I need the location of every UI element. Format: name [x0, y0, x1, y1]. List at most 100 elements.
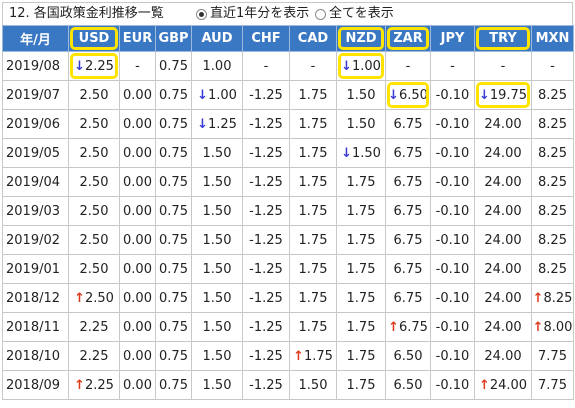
- rate-value: 1.75: [298, 116, 328, 132]
- rate-value: -0.10: [435, 377, 470, 393]
- rate-value: 6.75: [393, 116, 423, 132]
- rate-value: 0.00: [123, 261, 152, 277]
- rate-cell-gbp: 0.75: [155, 283, 192, 313]
- rate-value: 1.75: [298, 261, 328, 277]
- rate-cell-cad: ↑1.75: [289, 341, 337, 371]
- rate-value: 2.25: [79, 319, 109, 335]
- rate-value: -0.10: [435, 232, 470, 248]
- rate-value: 0.75: [159, 348, 188, 364]
- rate-value: 19.75: [489, 87, 528, 103]
- rate-cell-jpy: -0.10: [430, 312, 475, 342]
- rate-cell-cad: 1.75: [289, 196, 337, 226]
- rate-cell-chf: -1.25: [242, 341, 290, 371]
- arrow-down-icon: ↓: [388, 87, 399, 103]
- rate-cell-zar: ↓6.50: [385, 80, 431, 110]
- rate-cell-usd: 2.25: [68, 312, 120, 342]
- radio-recent-year-label[interactable]: 直近1年分を表示: [210, 6, 310, 21]
- radio-recent-year-icon[interactable]: [196, 8, 207, 20]
- rate-value: 6.75: [393, 174, 423, 190]
- rate-value: 1.50: [346, 87, 376, 103]
- rate-value: 0.00: [123, 174, 152, 190]
- row-date: 2019/08: [2, 51, 69, 81]
- rate-cell-cad: 1.50: [289, 370, 337, 400]
- rate-value: 6.75: [398, 319, 428, 335]
- rate-value: 6.50: [393, 348, 423, 364]
- rate-value: 1.75: [303, 348, 333, 364]
- rate-value: 0.75: [159, 232, 188, 248]
- rate-value: -0.10: [435, 261, 470, 277]
- rate-cell-eur: 0.00: [119, 138, 156, 168]
- radio-recent-year[interactable]: 直近1年分を表示: [196, 3, 309, 25]
- rate-cell-nzd: 1.75: [336, 283, 386, 313]
- rate-cell-usd: 2.50: [68, 80, 120, 110]
- rate-cell-aud: 1.50: [191, 341, 243, 371]
- rate-cell-gbp: 0.75: [155, 51, 192, 81]
- rate-value: 2.50: [79, 203, 109, 219]
- rate-value: 8.25: [543, 290, 573, 306]
- table-row: 2019/01 2.50 0.00 0.75 1.50 -1.25 1.75 1.75 6.75…: [2, 254, 574, 284]
- rate-cell-nzd: 1.75: [336, 254, 386, 284]
- rate-value: 6.50: [393, 377, 423, 393]
- column-header-gbp: GBP: [155, 25, 192, 52]
- rate-value: -1.25: [249, 145, 283, 161]
- rate-cell-mxn: 8.25: [531, 80, 574, 110]
- rate-value: 1.50: [346, 116, 376, 132]
- table-row: 2019/02 2.50 0.00 0.75 1.50 -1.25 1.75 1.75 6.75…: [2, 225, 574, 255]
- rate-cell-jpy: -0.10: [430, 138, 475, 168]
- rate-cell-usd: ↑2.25: [68, 370, 120, 400]
- rate-value: 2.50: [79, 116, 109, 132]
- rate-cell-gbp: 0.75: [155, 254, 192, 284]
- rate-value: 6.75: [393, 145, 423, 161]
- radio-show-all-icon[interactable]: [315, 8, 326, 20]
- rate-cell-try: 24.00: [474, 109, 532, 139]
- rate-cell-zar: 6.50: [385, 341, 431, 371]
- rate-value: 2.50: [79, 261, 109, 277]
- rate-value: 2.50: [79, 145, 109, 161]
- rate-cell-nzd: ↓1.00: [336, 51, 386, 81]
- rate-cell-chf: -1.25: [242, 225, 290, 255]
- rate-value: -: [550, 58, 555, 74]
- arrow-down-icon: ↓: [478, 87, 490, 103]
- radio-show-all-label[interactable]: 全てを表示: [329, 6, 394, 21]
- column-header-nzd: NZD: [336, 25, 386, 52]
- rate-cell-try: 24.00: [474, 225, 532, 255]
- column-header-try: TRY: [474, 25, 532, 52]
- rate-cell-zar: 6.50: [385, 370, 431, 400]
- rate-cell-chf: -1.25: [242, 283, 290, 313]
- rate-value: 1.75: [346, 319, 376, 335]
- column-header-usd: USD: [68, 25, 120, 52]
- rate-cell-jpy: -0.10: [430, 225, 475, 255]
- rate-value: 0.75: [159, 290, 188, 306]
- table-row: 2018/11 2.25 0.00 0.75 1.50 -1.25 1.75 1.75 ↑6.7…: [2, 312, 574, 342]
- rate-cell-zar: -: [385, 51, 431, 81]
- rate-value: -1.25: [249, 319, 283, 335]
- panel-header: 12. 各国政策金利推移一覧 直近1年分を表示 全てを表示: [2, 2, 573, 25]
- rate-cell-cad: 1.75: [289, 254, 337, 284]
- rate-value: 1.50: [202, 348, 232, 364]
- rate-value: -1.25: [249, 232, 283, 248]
- rate-cell-aud: 1.00: [191, 51, 243, 81]
- table-body: 2019/08 ↓2.25-0.75 1.00- - ↓1.00- - - -2019/07 2…: [2, 51, 574, 400]
- rate-value: 1.75: [346, 377, 376, 393]
- radio-show-all[interactable]: 全てを表示: [315, 3, 394, 25]
- column-header-cad: CAD: [289, 25, 337, 52]
- rate-cell-gbp: 0.75: [155, 312, 192, 342]
- rate-cell-try: 24.00: [474, 196, 532, 226]
- rate-cell-mxn: 8.25: [531, 225, 574, 255]
- row-date: 2019/04: [2, 167, 69, 197]
- rate-value: 1.75: [298, 145, 328, 161]
- rate-value: 0.75: [159, 58, 188, 74]
- rate-value: 8.25: [538, 232, 567, 248]
- rate-cell-chf: -1.25: [242, 254, 290, 284]
- rate-value: 2.25: [84, 58, 114, 74]
- rate-cell-try: 24.00: [474, 167, 532, 197]
- rate-cell-jpy: -0.10: [430, 196, 475, 226]
- column-header-chf: CHF: [242, 25, 290, 52]
- rate-value: 1.50: [202, 203, 232, 219]
- rate-value: 7.75: [538, 348, 567, 364]
- rate-cell-usd: ↓2.25: [68, 51, 120, 81]
- rate-value: -: [500, 58, 506, 74]
- rate-value: 1.50: [202, 174, 232, 190]
- rate-cell-eur: -: [119, 51, 156, 81]
- row-date: 2019/02: [2, 225, 69, 255]
